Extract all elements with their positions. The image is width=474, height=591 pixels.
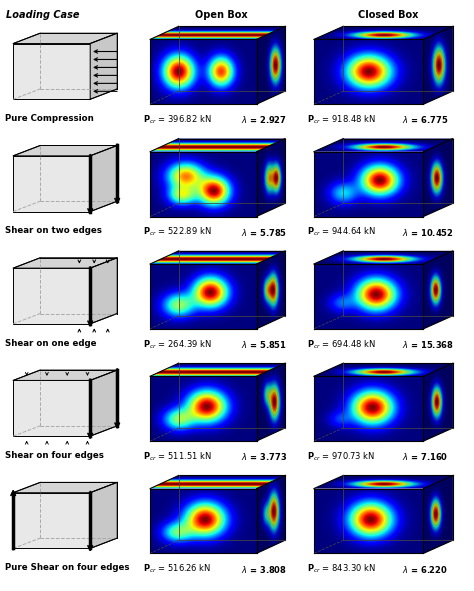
Polygon shape [423, 363, 453, 441]
Polygon shape [13, 145, 117, 156]
Text: $\mathbf{P}_{cr}$ = 516.26 kN: $\mathbf{P}_{cr}$ = 516.26 kN [143, 563, 211, 575]
Polygon shape [13, 258, 117, 268]
Polygon shape [13, 493, 90, 548]
Text: Open Box: Open Box [195, 10, 248, 20]
Text: $\mathbf{P}_{cr}$ = 843.30 kN: $\mathbf{P}_{cr}$ = 843.30 kN [307, 563, 375, 575]
Text: $\lambda$ = 3.773: $\lambda$ = 3.773 [241, 452, 287, 462]
Text: $\mathbf{P}_{cr}$ = 522.89 kN: $\mathbf{P}_{cr}$ = 522.89 kN [143, 226, 211, 238]
Text: $\mathbf{P}_{cr}$ = 970.73 kN: $\mathbf{P}_{cr}$ = 970.73 kN [307, 450, 375, 463]
Polygon shape [13, 33, 117, 44]
Text: Closed Box: Closed Box [358, 10, 419, 20]
Polygon shape [314, 26, 453, 40]
Polygon shape [256, 251, 285, 329]
Text: Shear on four edges: Shear on four edges [5, 451, 104, 460]
Text: $\mathbf{P}_{cr}$ = 396.82 kN: $\mathbf{P}_{cr}$ = 396.82 kN [143, 113, 211, 126]
Polygon shape [90, 258, 117, 324]
Polygon shape [13, 482, 117, 493]
Polygon shape [13, 370, 117, 381]
Polygon shape [423, 251, 453, 329]
Polygon shape [13, 381, 90, 436]
Polygon shape [423, 138, 453, 216]
Polygon shape [256, 363, 285, 441]
Polygon shape [150, 251, 285, 264]
Text: Shear on one edge: Shear on one edge [5, 339, 97, 348]
Text: $\lambda$ = 10.452: $\lambda$ = 10.452 [402, 227, 454, 238]
Text: $\mathbf{P}_{cr}$ = 918.48 kN: $\mathbf{P}_{cr}$ = 918.48 kN [307, 113, 375, 126]
Polygon shape [423, 26, 453, 104]
Polygon shape [256, 475, 285, 553]
Polygon shape [90, 370, 117, 436]
Polygon shape [256, 26, 285, 104]
Polygon shape [90, 482, 117, 548]
Polygon shape [90, 145, 117, 212]
Polygon shape [314, 138, 453, 152]
Text: $\lambda$ = 7.160: $\lambda$ = 7.160 [402, 452, 448, 462]
Polygon shape [256, 138, 285, 216]
Text: $\lambda$ = 6.775: $\lambda$ = 6.775 [402, 115, 449, 125]
Polygon shape [314, 251, 453, 264]
Text: Pure Shear on four edges: Pure Shear on four edges [5, 563, 129, 572]
Text: $\mathbf{P}_{cr}$ = 511.51 kN: $\mathbf{P}_{cr}$ = 511.51 kN [143, 450, 212, 463]
Text: $\mathbf{P}_{cr}$ = 944.64 kN: $\mathbf{P}_{cr}$ = 944.64 kN [307, 226, 375, 238]
Text: $\mathbf{P}_{cr}$ = 694.48 kN: $\mathbf{P}_{cr}$ = 694.48 kN [307, 338, 375, 350]
Polygon shape [13, 44, 90, 99]
Polygon shape [314, 475, 453, 489]
Polygon shape [13, 156, 90, 212]
Text: $\lambda$ = 5.785: $\lambda$ = 5.785 [241, 227, 287, 238]
Polygon shape [150, 138, 285, 152]
Text: Pure Compression: Pure Compression [5, 114, 94, 123]
Polygon shape [150, 26, 285, 40]
Polygon shape [150, 475, 285, 489]
Text: Loading Case: Loading Case [6, 10, 79, 20]
Text: $\lambda$ = 5.851: $\lambda$ = 5.851 [241, 339, 287, 350]
Text: $\mathbf{P}_{cr}$ = 264.39 kN: $\mathbf{P}_{cr}$ = 264.39 kN [143, 338, 212, 350]
Text: $\lambda$ = 2.927: $\lambda$ = 2.927 [241, 115, 287, 125]
Text: Shear on two edges: Shear on two edges [5, 226, 102, 235]
Polygon shape [90, 33, 117, 99]
Text: $\lambda$ = 15.368: $\lambda$ = 15.368 [402, 339, 454, 350]
Polygon shape [314, 363, 453, 376]
Text: $\lambda$ = 3.808: $\lambda$ = 3.808 [241, 564, 287, 574]
Polygon shape [150, 363, 285, 376]
Polygon shape [423, 475, 453, 553]
Polygon shape [13, 268, 90, 324]
Text: $\lambda$ = 6.220: $\lambda$ = 6.220 [402, 564, 448, 574]
